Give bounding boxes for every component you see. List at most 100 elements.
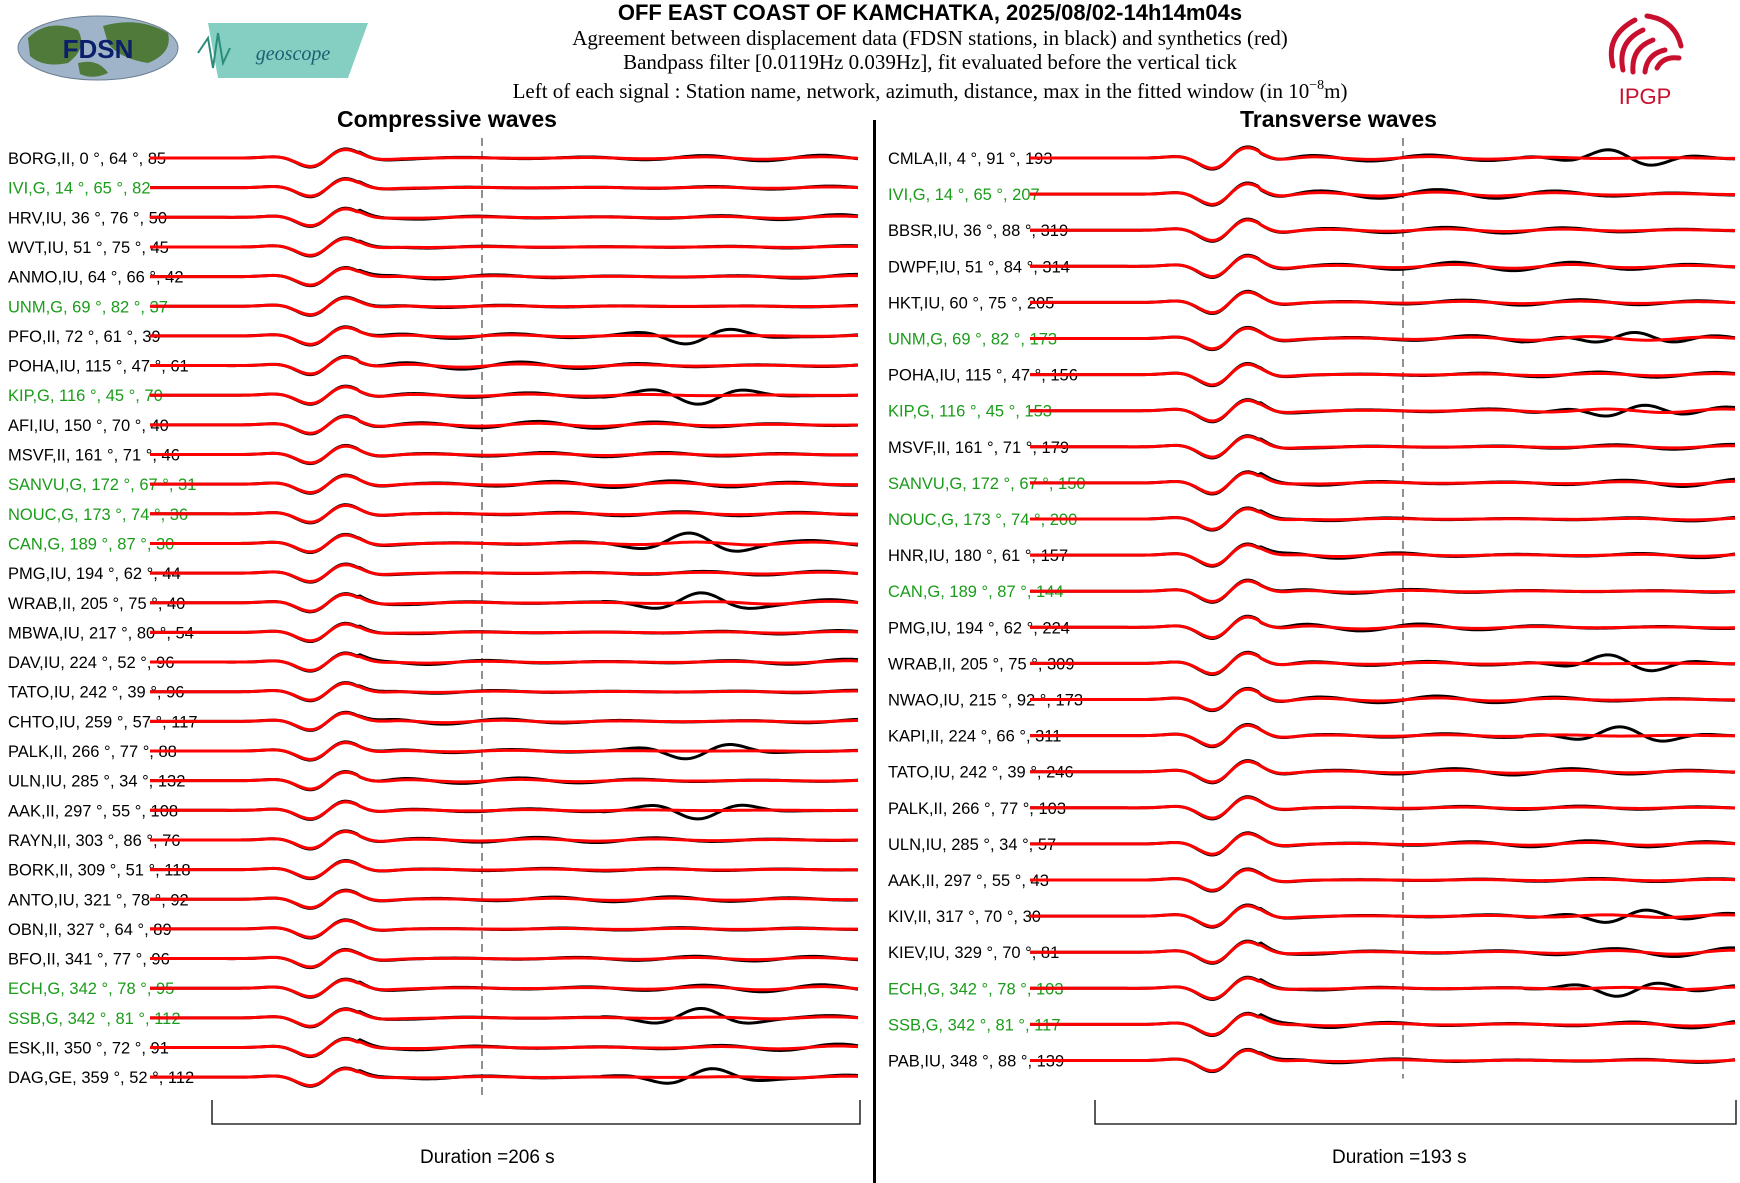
synthetic-trace: [1030, 471, 1736, 495]
station-label: BBSR,IU, 36 °, 88 °, 319: [888, 222, 1068, 240]
station-label: ANTO,IU, 321 °, 78 °, 92: [8, 891, 189, 909]
station-label: AAK,II, 297 °, 55 °, 108: [8, 802, 178, 820]
station-label: WRAB,II, 205 °, 75 °, 40: [8, 595, 185, 613]
transverse-duration-label: Duration =193 s: [1332, 1147, 1467, 1168]
station-label: PMG,IU, 194 °, 62 °, 44: [8, 565, 181, 583]
synthetic-trace: [150, 830, 859, 850]
synthetic-trace: [150, 533, 859, 554]
synthetic-trace: [1030, 146, 1736, 170]
compressive-panel-title: Compressive waves: [337, 106, 557, 132]
station-label: NOUC,G, 173 °, 74 °, 200: [888, 511, 1077, 529]
synthetic-trace: [1030, 398, 1736, 423]
station-label: ANMO,IU, 64 °, 66 °, 42: [8, 269, 184, 287]
panel-divider: [873, 120, 876, 1183]
geoscope-logo: geoscope: [197, 23, 368, 78]
header-line-3-exponent: −8: [1309, 78, 1325, 93]
synthetic-trace: [150, 889, 859, 910]
station-label: AAK,II, 297 °, 55 °, 43: [888, 872, 1049, 890]
synthetic-trace: [150, 1067, 859, 1088]
synthetic-trace: [150, 266, 858, 287]
station-label: SANVU,G, 172 °, 67 °, 31: [8, 476, 196, 494]
synthetic-trace: [1030, 507, 1736, 531]
figure-header: OFF EAST COAST OF KAMCHATKA, 2025/08/02-…: [380, 0, 1480, 103]
header-line-3-unit: m): [1324, 79, 1348, 103]
station-label: MSVF,II, 161 °, 71 °, 46: [8, 447, 180, 465]
station-label: UNM,G, 69 °, 82 °, 173: [888, 331, 1057, 349]
station-label: PMG,IU, 194 °, 62 °, 224: [888, 619, 1070, 637]
ipgp-logo-text: IPGP: [1619, 84, 1672, 109]
synthetic-trace: [1030, 868, 1736, 892]
station-label: ULN,IU, 285 °, 34 °, 57: [888, 836, 1056, 854]
header-line-2: Bandpass filter [0.0119Hz 0.039Hz], fit …: [623, 50, 1237, 74]
station-label: BORG,II, 0 °, 64 °, 85: [8, 150, 166, 168]
ipgp-logo: IPGP: [1608, 13, 1684, 109]
station-label: SSB,G, 342 °, 81 °, 117: [888, 1016, 1061, 1034]
figure-title: OFF EAST COAST OF KAMCHATKA, 2025/08/02-…: [617, 0, 1243, 25]
station-label: DAG,GE, 359 °, 52 °, 112: [8, 1069, 194, 1087]
synthetic-trace: [150, 770, 859, 791]
synthetic-trace: [150, 355, 859, 376]
station-label: WRAB,II, 205 °, 75 °, 309: [888, 655, 1075, 673]
synthetic-trace: [1030, 290, 1736, 315]
station-label: ESK,II, 350 °, 72 °, 91: [8, 1040, 169, 1058]
synthetic-trace: [150, 563, 859, 583]
station-label: KIP,G, 116 °, 45 °, 70: [8, 387, 163, 405]
station-label: PFO,II, 72 °, 61 °, 39: [8, 328, 161, 346]
synthetic-trace: [1030, 615, 1736, 640]
logos-left: FDSN geoscope: [17, 15, 368, 81]
synthetic-trace: [150, 296, 859, 317]
synthetic-trace: [150, 237, 859, 257]
station-label: BFO,II, 341 °, 77 °, 96: [8, 951, 170, 969]
station-label: TATO,IU, 242 °, 39 °, 96: [8, 684, 184, 702]
station-label: ECH,G, 342 °, 78 °, 95: [8, 980, 174, 998]
synthetic-trace: [150, 711, 859, 732]
synthetic-trace: [1030, 904, 1736, 928]
station-label: NOUC,G, 173 °, 74 °, 36: [8, 506, 188, 524]
synthetic-trace: [150, 385, 859, 406]
station-label: PALK,II, 266 °, 77 °, 88: [8, 743, 177, 761]
synthetic-trace: [1030, 1012, 1736, 1037]
station-label: IVI,G, 14 °, 65 °, 207: [888, 186, 1040, 204]
synthetic-trace: [150, 177, 859, 198]
synthetic-trace: [150, 148, 859, 168]
synthetic-trace: [1030, 796, 1736, 820]
station-label: DAV,IU, 224 °, 52 °, 96: [8, 654, 174, 672]
compressive-duration-label: Duration =206 s: [420, 1147, 555, 1168]
synthetic-trace: [1030, 976, 1736, 1001]
station-label: CAN,G, 189 °, 87 °, 144: [888, 583, 1064, 601]
synthetic-trace: [150, 503, 858, 524]
synthetic-trace: [150, 592, 859, 613]
station-label: MBWA,IU, 217 °, 80 °, 54: [8, 624, 194, 642]
station-label: CHTO,IU, 259 °, 57 °, 117: [8, 713, 198, 731]
station-label: BORK,II, 309 °, 51 °, 118: [8, 862, 191, 880]
synthetic-trace: [1030, 651, 1736, 676]
synthetic-trace: [1030, 723, 1736, 748]
station-label: POHA,IU, 115 °, 47 °, 156: [888, 367, 1078, 385]
synthetic-trace: [1030, 543, 1736, 567]
station-label: UNM,G, 69 °, 82 °, 37: [8, 298, 168, 316]
station-label: ULN,IU, 285 °, 34 °, 132: [8, 773, 185, 791]
header-line-3: Left of each signal : Station name, netw…: [380, 74, 1480, 103]
station-label: IVI,G, 14 °, 65 °, 82: [8, 180, 151, 198]
station-label: ECH,G, 342 °, 78 °, 103: [888, 980, 1064, 998]
station-label: WVT,IU, 51 °, 75 °, 45: [8, 239, 169, 257]
station-label: DWPF,IU, 51 °, 84 °, 314: [888, 258, 1070, 276]
synthetic-trace: [1030, 254, 1736, 279]
fdsn-logo: FDSN: [17, 15, 179, 81]
synthetic-trace: [150, 414, 859, 435]
header-line-1: Agreement between displacement data (FDS…: [572, 26, 1288, 50]
station-label: SSB,G, 342 °, 81 °, 112: [8, 1010, 181, 1028]
station-label: CAN,G, 189 °, 87 °, 30: [8, 535, 174, 553]
header-line-3-text: Left of each signal : Station name, netw…: [512, 79, 1310, 103]
synthetic-trace: [150, 800, 859, 821]
synthetic-trace: [1030, 579, 1736, 603]
synthetic-trace: [150, 622, 859, 643]
synthetic-trace: [1030, 832, 1736, 856]
synthetic-trace: [150, 444, 859, 465]
synthetic-trace: [150, 207, 859, 228]
synthetic-trace: [150, 652, 859, 672]
station-label: PAB,IU, 348 °, 88 °, 139: [888, 1053, 1064, 1071]
synthetic-trace: [150, 859, 859, 880]
synthetic-trace: [150, 741, 859, 761]
